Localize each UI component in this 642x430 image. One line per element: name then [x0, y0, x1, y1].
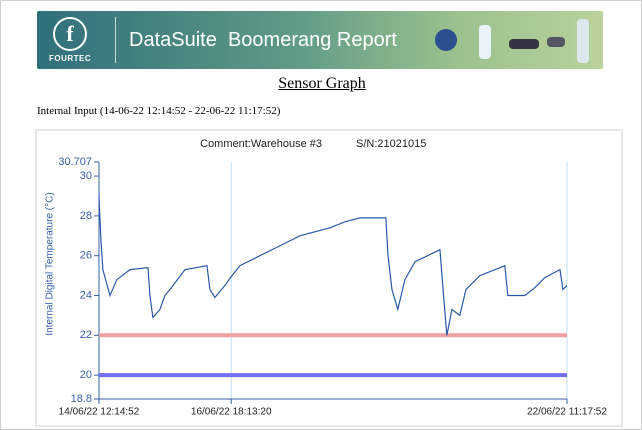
- x-tick-label: 14/06/22 12:14:52: [59, 407, 140, 418]
- y-tick-label: 30.707: [58, 156, 92, 168]
- chart-frame: [36, 130, 622, 426]
- y-tick-label: 22: [80, 329, 92, 341]
- x-tick-label: 16/06/22 18:13:20: [191, 407, 272, 418]
- chart-serial: S/N:21021015: [356, 138, 426, 150]
- y-tick-label: 28: [80, 210, 92, 222]
- chart: Comment:Warehouse #3 S/N:21021015 Intern…: [0, 0, 642, 430]
- chart-comment: Comment:Warehouse #3: [200, 138, 322, 150]
- x-tick-label: 22/06/22 11:17:52: [527, 407, 607, 418]
- y-tick-label: 24: [80, 289, 92, 301]
- y-tick-label: 18.8: [71, 393, 92, 405]
- y-axis-label: Internal Digital Temperature (°C): [45, 192, 56, 335]
- y-tick-label: 20: [80, 369, 92, 381]
- data-line: [99, 196, 567, 335]
- y-tick-label: 30: [80, 170, 92, 182]
- y-tick-label: 26: [80, 250, 92, 262]
